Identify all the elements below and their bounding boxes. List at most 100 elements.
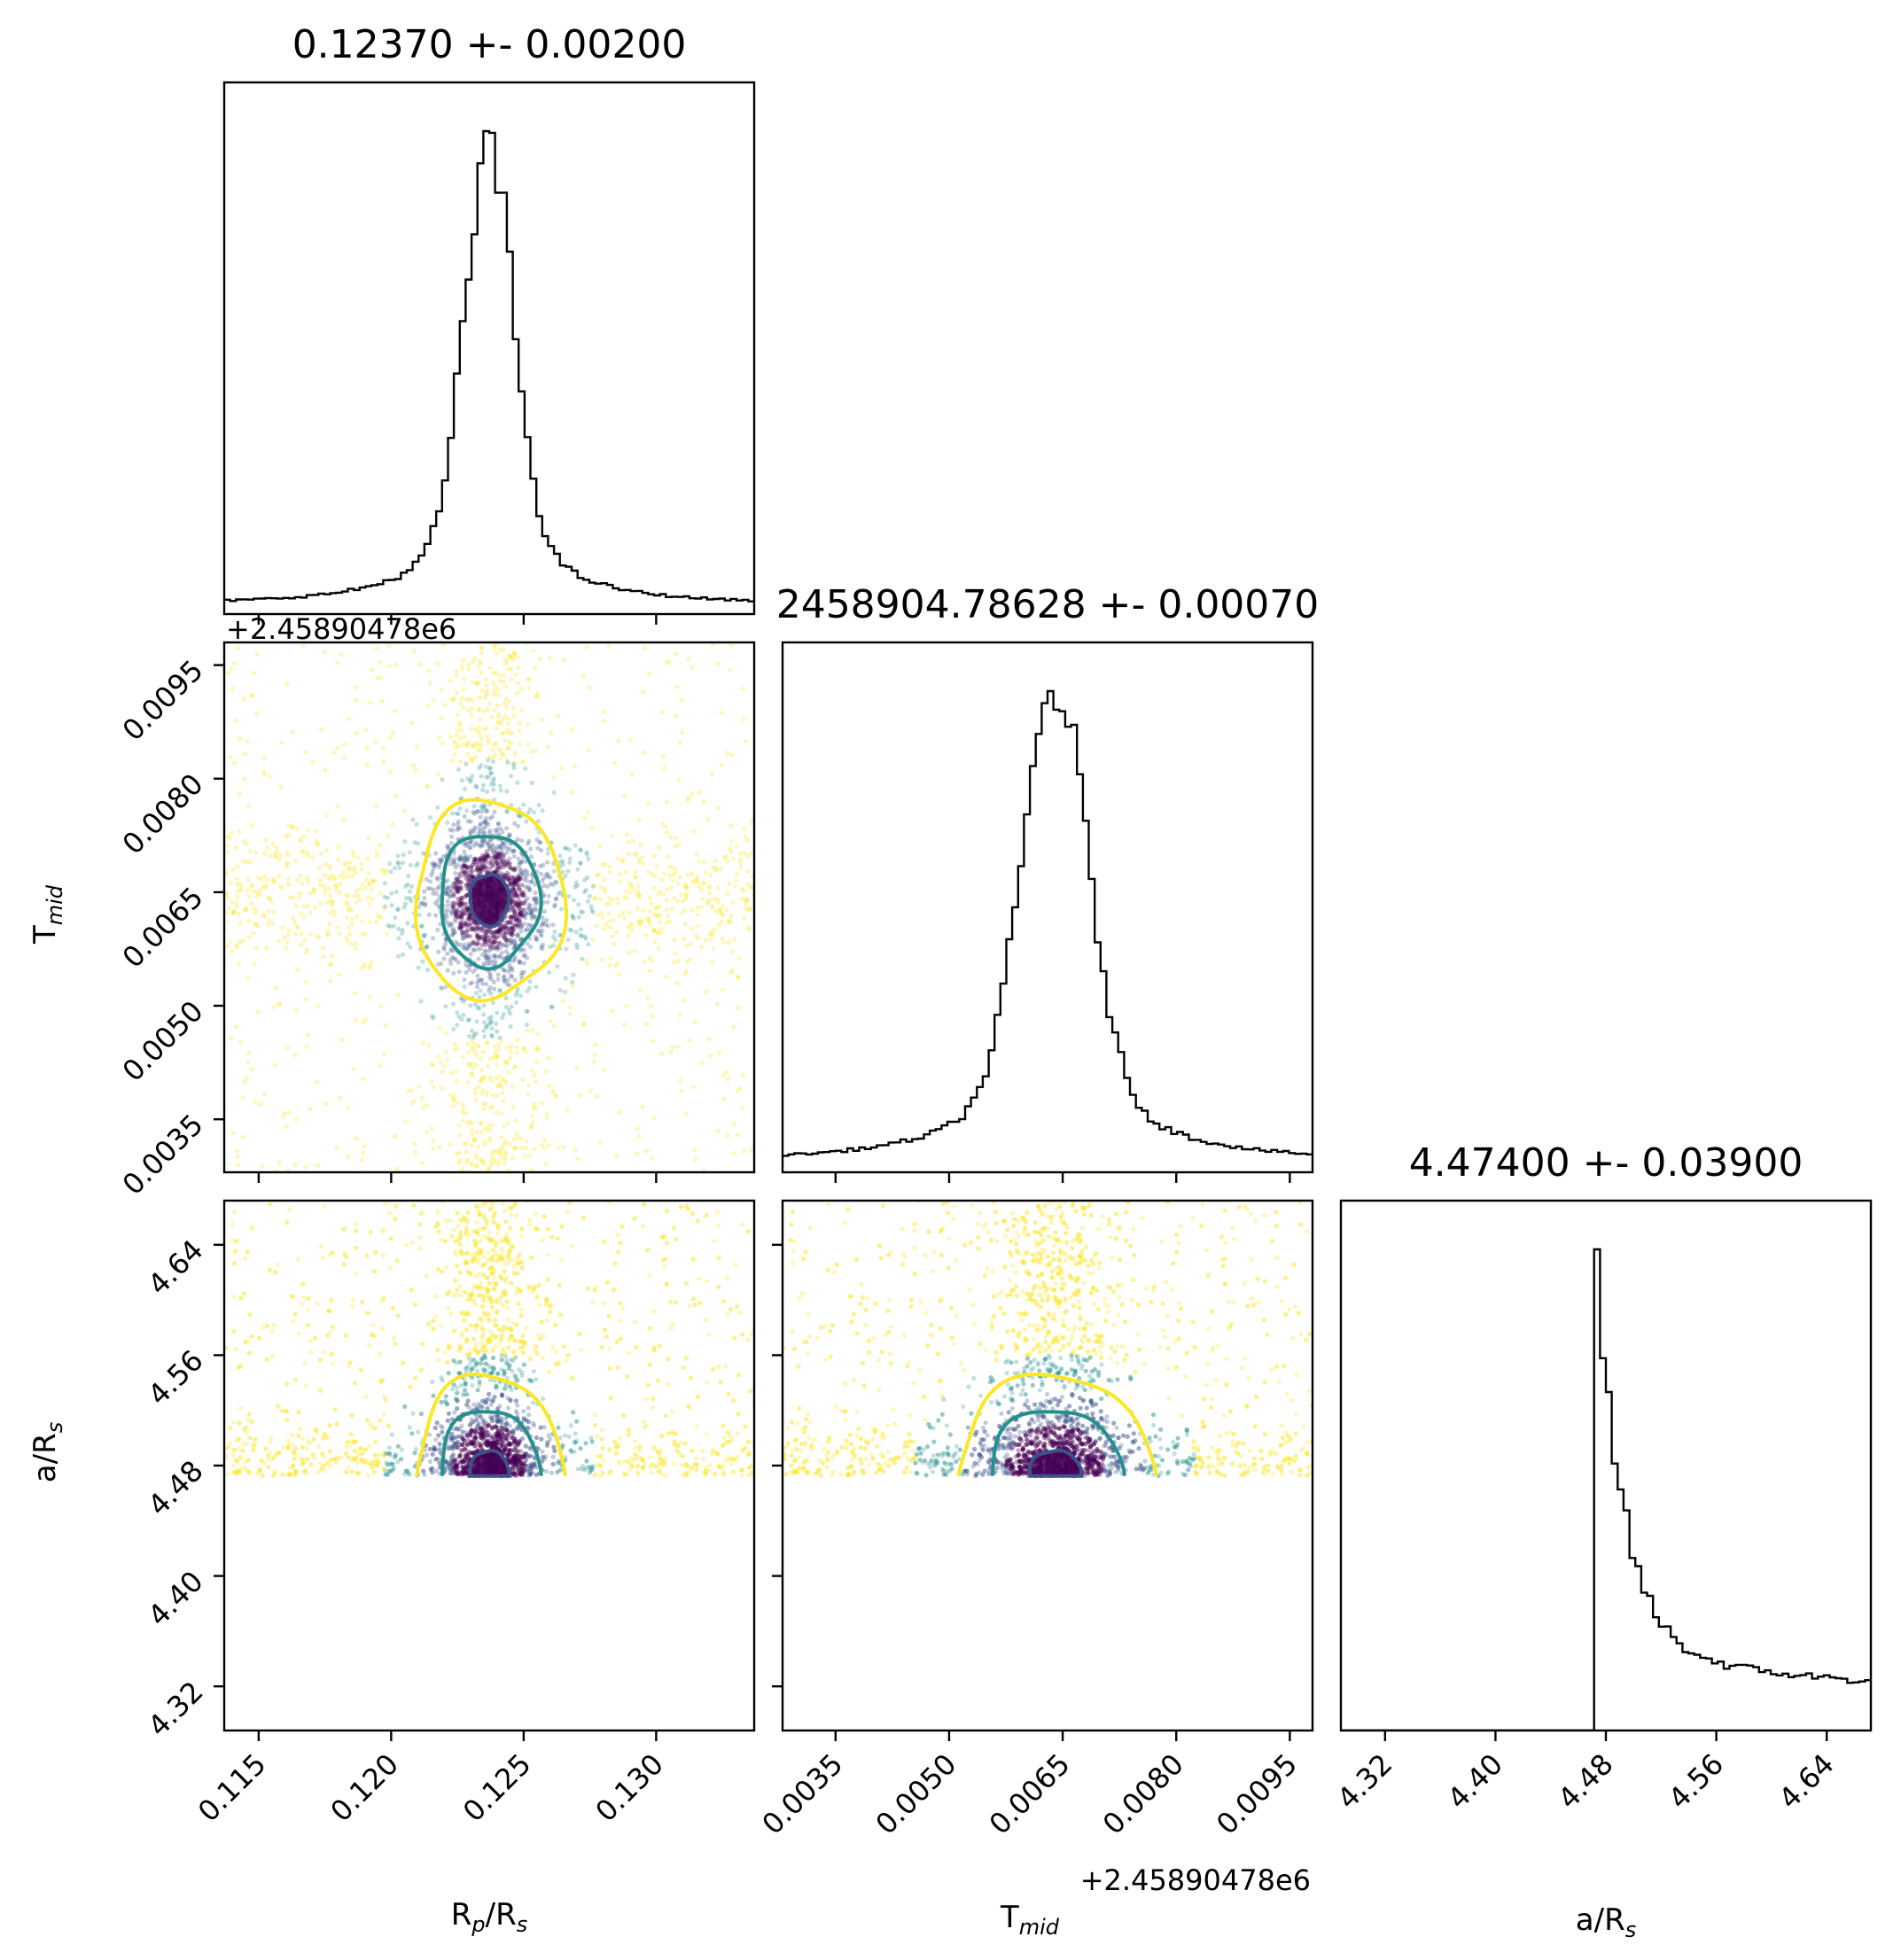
sample-point [719, 912, 724, 917]
sample-point [399, 930, 405, 936]
sample-point [494, 1296, 500, 1302]
sample-point [600, 1427, 605, 1432]
sample-point [405, 882, 410, 887]
sample-point [271, 909, 277, 915]
sample-point [690, 1465, 695, 1471]
sample-point [476, 1085, 481, 1090]
sample-point [497, 1433, 503, 1438]
sample-point [495, 976, 501, 982]
sample-point [448, 948, 454, 953]
sample-point [683, 896, 689, 901]
sample-point [480, 1157, 486, 1163]
sample-point [499, 1337, 504, 1342]
sample-point [719, 762, 724, 767]
sample-point [545, 923, 550, 929]
sample-point [396, 936, 401, 941]
sample-point [371, 1334, 377, 1339]
sample-point [454, 668, 460, 674]
sample-point [459, 1218, 465, 1224]
sample-point [488, 771, 494, 776]
sample-point [390, 1305, 395, 1311]
sample-point [458, 885, 464, 891]
sample-point [240, 938, 245, 944]
sample-point [443, 1399, 448, 1404]
sample-point [480, 1432, 486, 1437]
sample-point [514, 1131, 519, 1137]
sample-point [583, 1441, 588, 1446]
sample-point [746, 1452, 752, 1458]
sample-point [471, 926, 477, 931]
sample-point [528, 854, 534, 859]
sample-point [703, 869, 708, 875]
sample-point [479, 774, 484, 779]
sample-point [316, 1470, 321, 1475]
sample-point [520, 758, 526, 764]
sample-point [485, 1362, 490, 1367]
sample-point [454, 1441, 459, 1447]
sample-point [490, 1093, 495, 1099]
sample-point [505, 920, 510, 925]
sample-point [478, 660, 483, 665]
sample-point [364, 745, 370, 751]
sample-point [484, 1024, 489, 1030]
sample-point [247, 848, 253, 854]
sample-point [523, 1451, 529, 1457]
sample-point [506, 1365, 512, 1371]
sample-point [485, 852, 491, 858]
sample-point [500, 925, 505, 930]
sample-point [476, 680, 481, 685]
sample-point [245, 888, 251, 893]
sample-point [498, 1152, 503, 1157]
sample-point [599, 911, 604, 916]
sample-point [457, 1248, 464, 1253]
sample-point [455, 888, 461, 893]
sample-point [280, 886, 285, 891]
sample-point [505, 727, 510, 733]
sample-point [234, 1239, 239, 1244]
sample-point [484, 1220, 489, 1225]
sample-point [318, 1388, 323, 1393]
sample-point [522, 1340, 527, 1345]
sample-point [497, 1404, 503, 1409]
sample-point [635, 889, 641, 894]
sample-point [432, 1425, 438, 1431]
sample-point [464, 1228, 470, 1233]
sample-point [468, 756, 473, 761]
sample-point [512, 887, 518, 893]
sample-point [729, 1436, 735, 1442]
sample-point [229, 880, 234, 886]
sample-point [422, 902, 428, 908]
sample-point [350, 874, 355, 879]
sample-point [744, 897, 749, 902]
sample-point [499, 859, 504, 864]
sample-point [512, 1063, 518, 1069]
sample-point [431, 887, 436, 892]
sample-point [508, 865, 514, 871]
sample-point [298, 942, 303, 947]
sample-point [317, 882, 323, 887]
sample-point [470, 1258, 475, 1264]
sample-point [464, 1352, 470, 1357]
sample-point [489, 1237, 495, 1242]
sample-point [474, 1342, 479, 1347]
sample-point [637, 859, 643, 865]
sample-point [292, 1449, 297, 1454]
sample-point [515, 893, 520, 898]
sample-point [472, 811, 478, 816]
sample-point [497, 783, 503, 789]
sample-point [455, 906, 460, 913]
sample-point [555, 1236, 560, 1241]
sample-point [563, 976, 568, 981]
sample-point [455, 889, 461, 894]
sample-point [466, 1404, 471, 1410]
sample-point [260, 1325, 266, 1330]
sample-point [464, 761, 469, 766]
sample-point [487, 1318, 492, 1323]
sample-point [525, 896, 530, 901]
sample-point [534, 1343, 539, 1349]
sample-point [554, 1094, 559, 1100]
sample-point [659, 1234, 665, 1240]
sample-point [482, 1233, 487, 1239]
sample-point [448, 922, 455, 927]
sample-point [503, 1004, 509, 1010]
